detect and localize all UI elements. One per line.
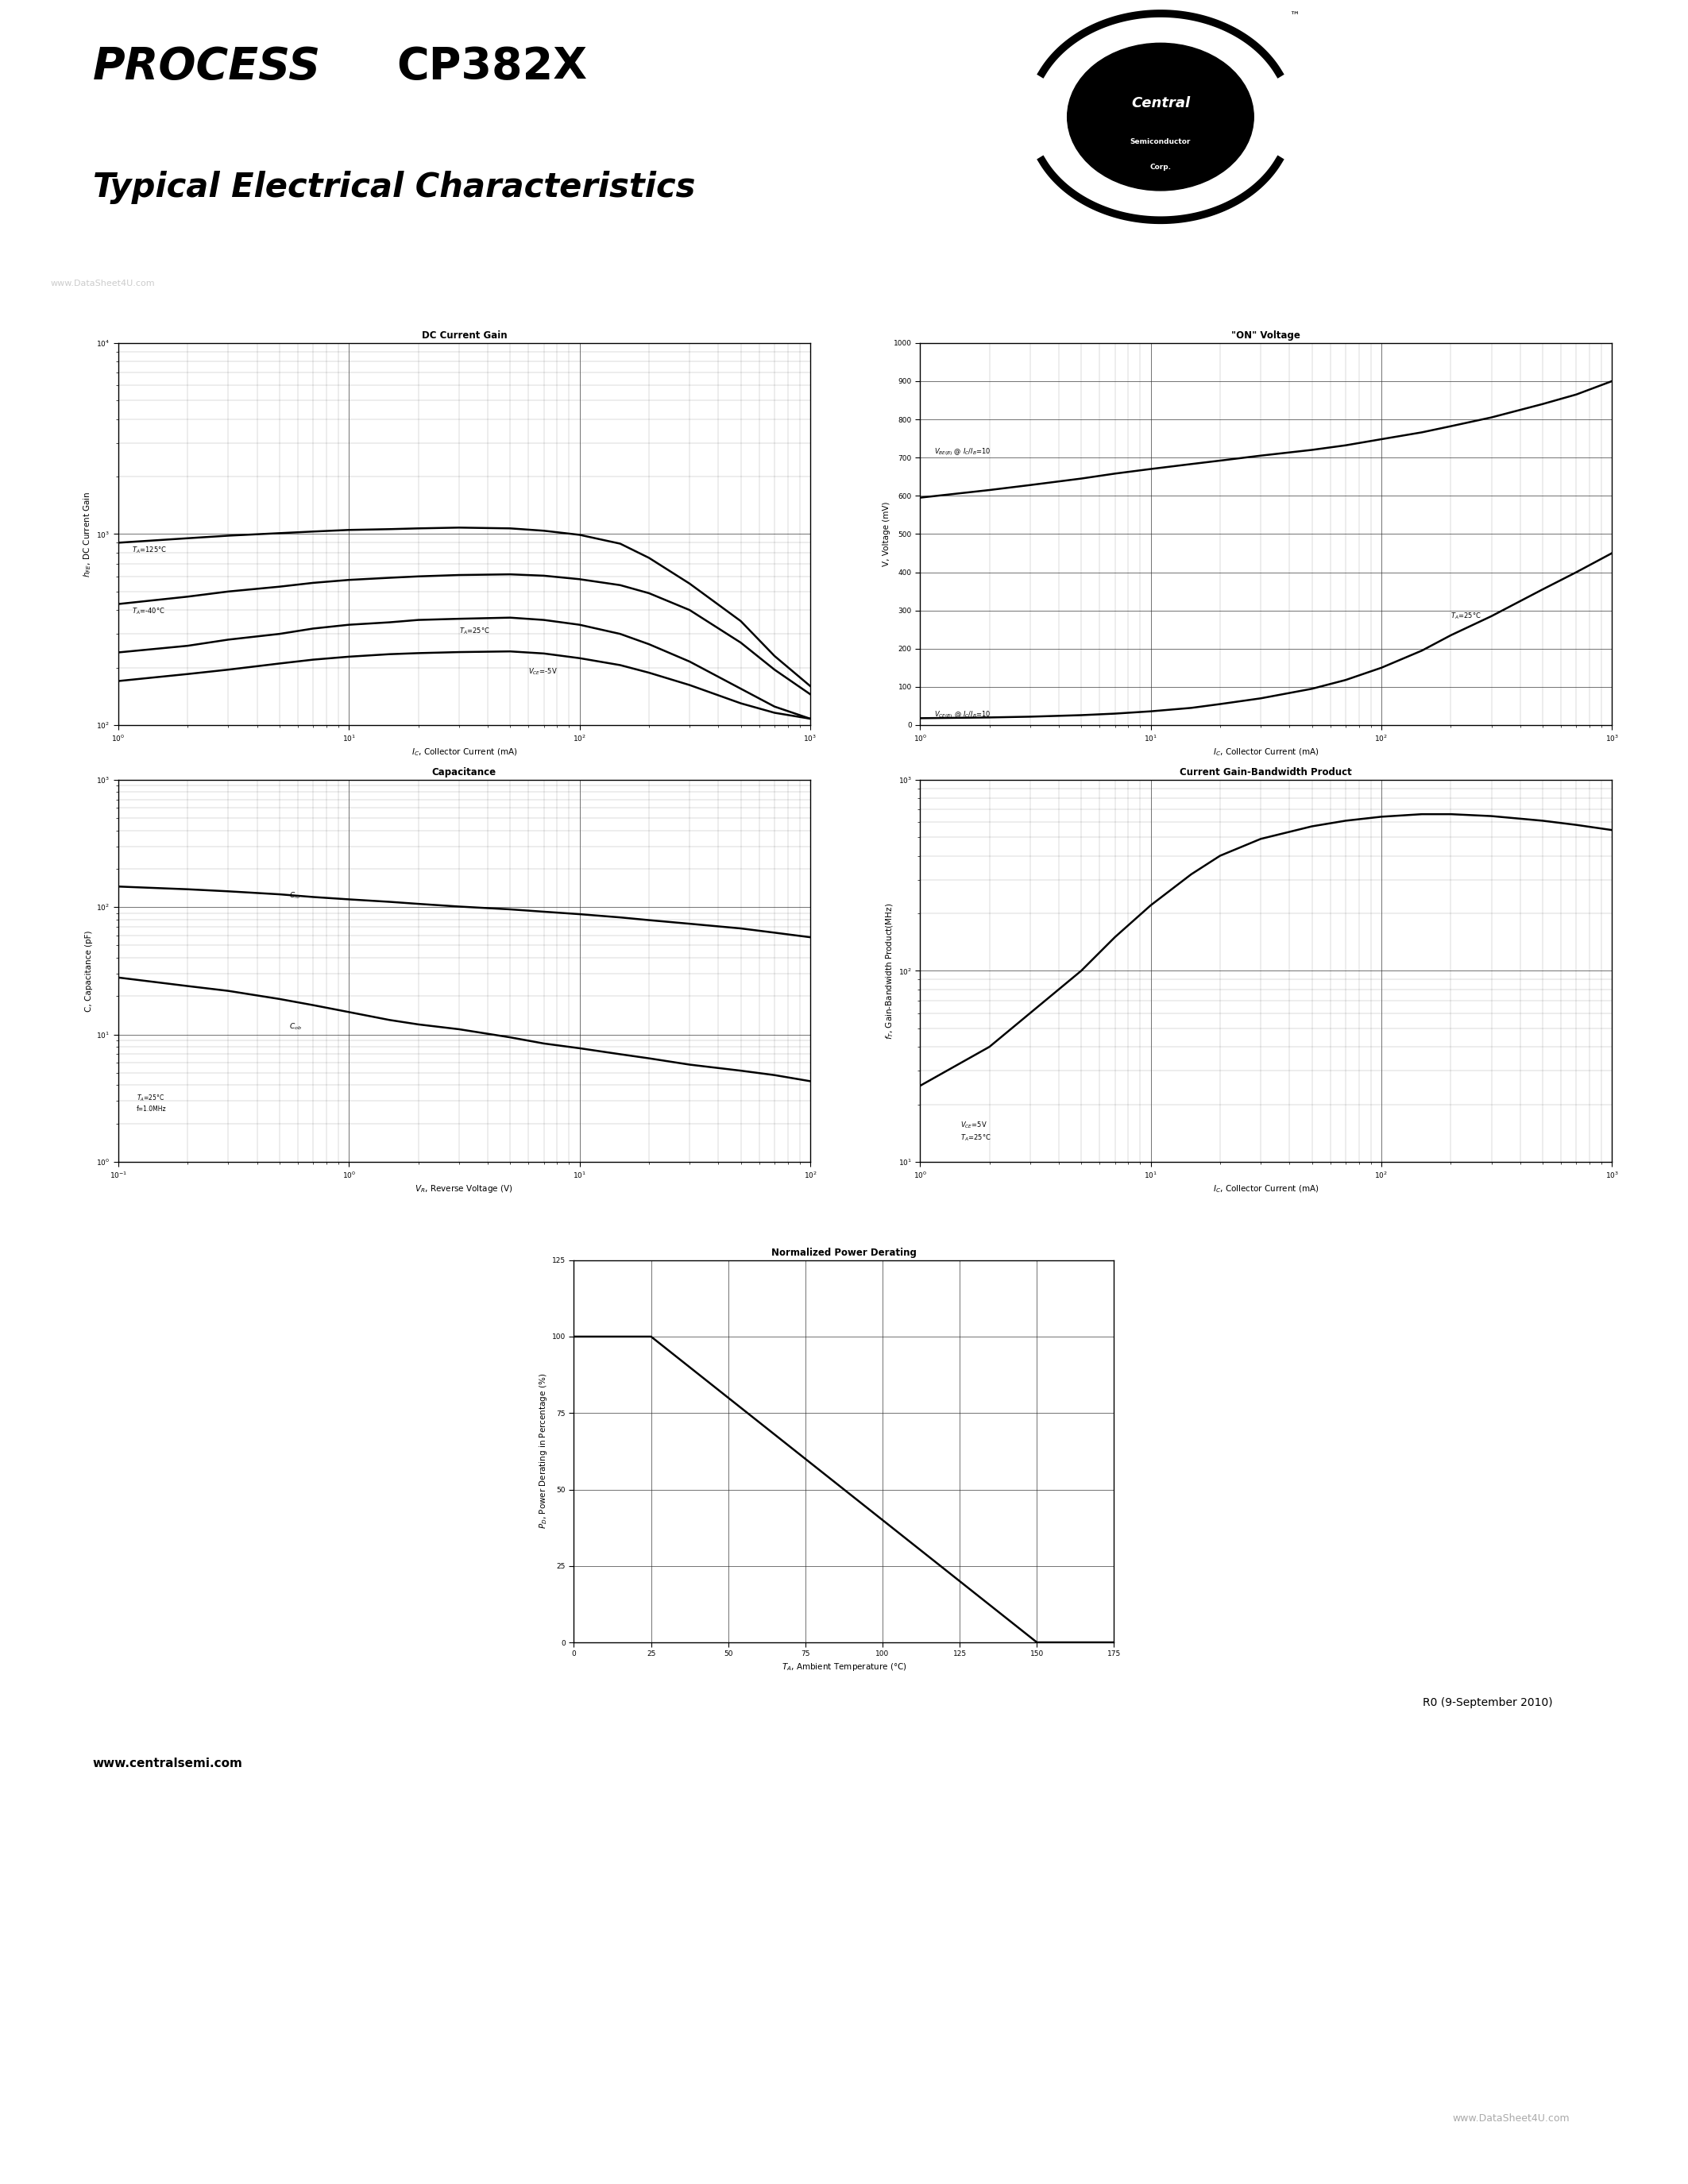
Text: ™: ™ <box>1290 11 1300 22</box>
Text: $T_A$=-40°C: $T_A$=-40°C <box>132 607 165 616</box>
X-axis label: $I_C$, Collector Current (mA): $I_C$, Collector Current (mA) <box>1214 1184 1318 1195</box>
Text: $V_{CE(B)}$ @ $I_C$/$I_B$=10: $V_{CE(B)}$ @ $I_C$/$I_B$=10 <box>933 710 991 721</box>
Circle shape <box>1067 44 1254 190</box>
Text: Semiconductor: Semiconductor <box>1131 138 1190 146</box>
Text: www.centralsemi.com: www.centralsemi.com <box>93 1758 243 1769</box>
Title: Normalized Power Derating: Normalized Power Derating <box>771 1247 917 1258</box>
Y-axis label: $f_T$, Gain-Bandwidth Product(MHz): $f_T$, Gain-Bandwidth Product(MHz) <box>885 902 895 1040</box>
X-axis label: $V_R$, Reverse Voltage (V): $V_R$, Reverse Voltage (V) <box>415 1184 513 1195</box>
Title: Capacitance: Capacitance <box>432 767 496 778</box>
Text: $V_{CE}$=5V
$T_A$=25°C: $V_{CE}$=5V $T_A$=25°C <box>960 1120 991 1142</box>
Text: $V_{BE(B)}$ @ $I_C$/$I_B$=10: $V_{BE(B)}$ @ $I_C$/$I_B$=10 <box>933 446 991 456</box>
Text: $T_A$=125°C: $T_A$=125°C <box>132 546 167 555</box>
Title: DC Current Gain: DC Current Gain <box>422 330 506 341</box>
Text: $V_{CE}$=-5V: $V_{CE}$=-5V <box>528 666 557 677</box>
Text: Central: Central <box>1131 96 1190 111</box>
Text: $C_{ob}$: $C_{ob}$ <box>289 1022 302 1033</box>
Text: $T_A$=25°C: $T_A$=25°C <box>459 627 490 636</box>
X-axis label: $I_C$, Collector Current (mA): $I_C$, Collector Current (mA) <box>412 747 517 758</box>
Y-axis label: C, Capacitance (pF): C, Capacitance (pF) <box>84 930 93 1011</box>
Text: $C_{ib}$: $C_{ib}$ <box>289 891 300 900</box>
Y-axis label: $h_{FE}$, DC Current Gain: $h_{FE}$, DC Current Gain <box>83 491 93 577</box>
Text: www.DataSheet4U.com: www.DataSheet4U.com <box>1453 2114 1570 2123</box>
Text: CP382X: CP382X <box>397 46 587 87</box>
Y-axis label: V, Voltage (mV): V, Voltage (mV) <box>883 502 890 566</box>
Text: www.DataSheet4U.com: www.DataSheet4U.com <box>51 280 155 288</box>
Y-axis label: $P_D$, Power Derating in Percentage (%): $P_D$, Power Derating in Percentage (%) <box>537 1374 549 1529</box>
Text: PROCESS: PROCESS <box>93 46 321 87</box>
X-axis label: $I_C$, Collector Current (mA): $I_C$, Collector Current (mA) <box>1214 747 1318 758</box>
Text: $T_A$=25°C: $T_A$=25°C <box>1450 612 1482 620</box>
Text: R0 (9-September 2010): R0 (9-September 2010) <box>1423 1697 1553 1708</box>
Text: Corp.: Corp. <box>1150 164 1171 170</box>
X-axis label: $T_A$, Ambient Temperature (°C): $T_A$, Ambient Temperature (°C) <box>782 1662 906 1673</box>
Text: $T_A$=25°C
f=1.0MHz: $T_A$=25°C f=1.0MHz <box>137 1094 167 1114</box>
Title: Current Gain-Bandwidth Product: Current Gain-Bandwidth Product <box>1180 767 1352 778</box>
Title: "ON" Voltage: "ON" Voltage <box>1232 330 1300 341</box>
Text: Typical Electrical Characteristics: Typical Electrical Characteristics <box>93 170 695 203</box>
